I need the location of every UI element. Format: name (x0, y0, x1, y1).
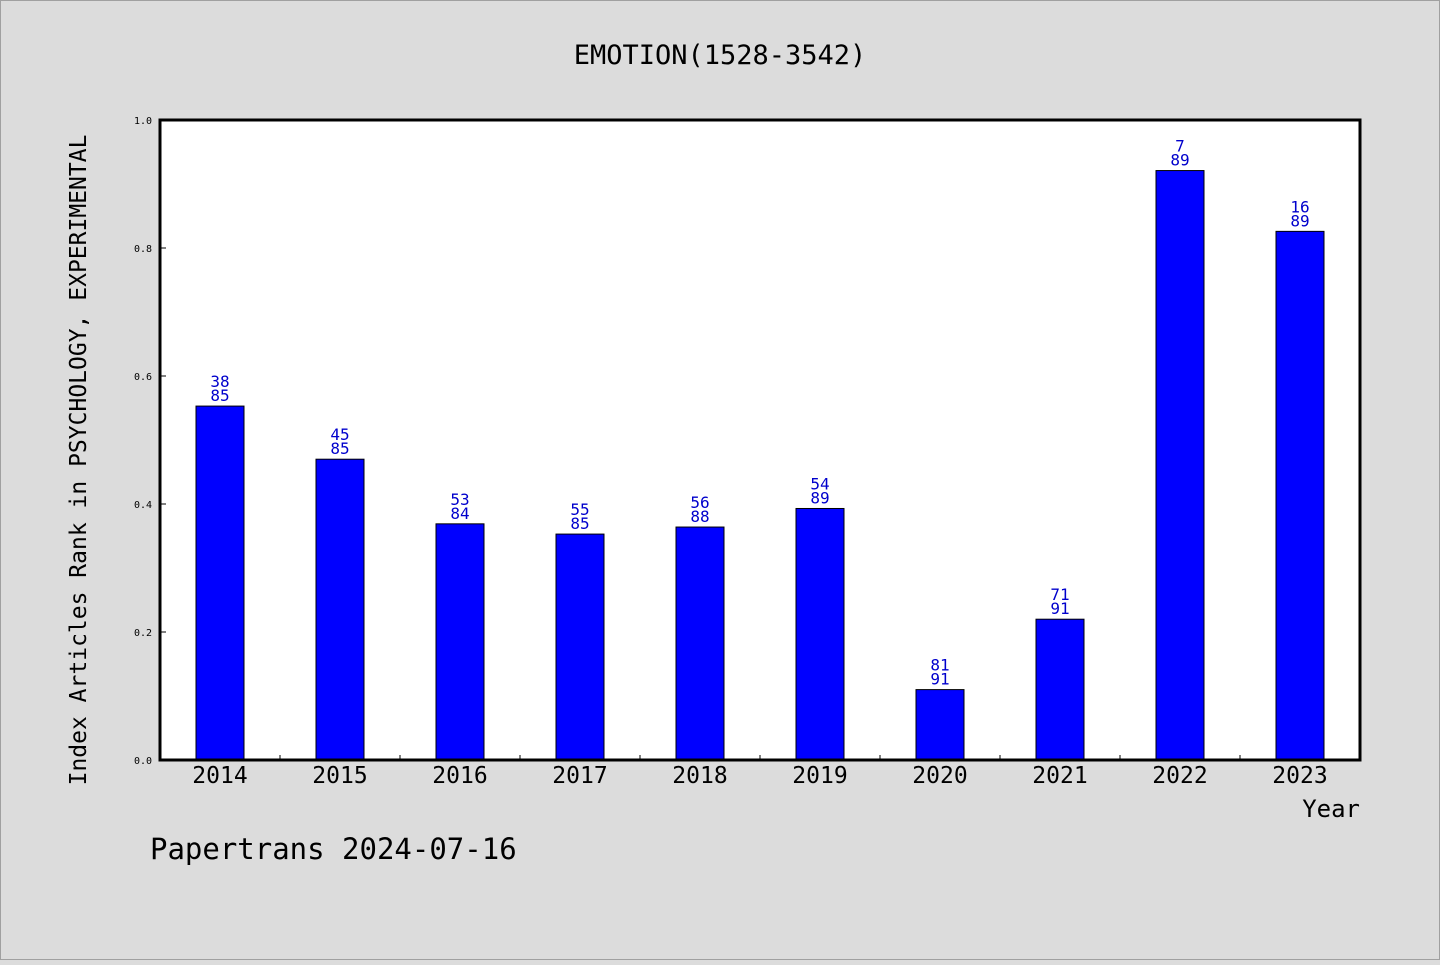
bar-2014 (195, 405, 245, 761)
bar-2023 (1275, 230, 1325, 761)
y-axis-label: Index Articles Rank in PSYCHOLOGY, EXPER… (66, 135, 92, 786)
plot-border (158, 118, 1362, 762)
x-tick-label-2014: 2014 (192, 763, 247, 789)
ticks-group: 2014 2015 2016 2017 2018 2019 2020 2021 2022 2023… (134, 116, 1328, 789)
y-tick-label-0.8: 0.8 (134, 244, 152, 255)
data-label-rank-2014: 38 (210, 372, 229, 391)
bar-2017 (555, 533, 605, 761)
x-tick-label-2018: 2018 (672, 763, 727, 789)
data-label-rank-2017: 55 (570, 500, 589, 519)
data-label-rank-2018: 56 (690, 493, 709, 512)
data-label-rank-2019: 54 (810, 474, 829, 493)
data-label-total-2019: 89 (810, 488, 829, 507)
bar-2022 (1155, 170, 1205, 761)
data-label-total-2017: 85 (570, 514, 589, 533)
data-label-total-2022: 89 (1170, 151, 1189, 170)
x-tick-label-2016: 2016 (432, 763, 487, 789)
data-label-rank-2016: 53 (450, 490, 469, 509)
x-axis-label: Year (1302, 795, 1360, 823)
x-tick-label-2023: 2023 (1272, 763, 1327, 789)
data-label-total-2014: 85 (210, 386, 229, 405)
y-tick-label-0.2: 0.2 (134, 628, 152, 639)
data-label-total-2020: 91 (930, 670, 949, 689)
x-tick-label-2022: 2022 (1152, 763, 1207, 789)
y-tick-label-0.6: 0.6 (134, 372, 152, 383)
data-label-total-2016: 84 (450, 504, 469, 523)
data-label-rank-2015: 45 (330, 425, 349, 444)
x-tick-label-2021: 2021 (1032, 763, 1087, 789)
y-tick-label-0.4: 0.4 (134, 500, 152, 511)
bar-2019 (795, 507, 845, 761)
data-label-rank-2023: 16 (1290, 197, 1309, 216)
footer-text: Papertrans 2024-07-16 (150, 832, 517, 866)
bar-2015 (315, 458, 365, 761)
y-tick-label-1.0: 1.0 (134, 116, 152, 127)
x-tick-label-2017: 2017 (552, 763, 607, 789)
chart-title: EMOTION(1528-3542) (574, 40, 867, 71)
bar-2018 (675, 526, 725, 761)
data-label-total-2018: 88 (690, 507, 709, 526)
data-label-total-2023: 89 (1290, 211, 1309, 230)
y-tick-label-0.0: 0.0 (134, 756, 152, 767)
data-label-rank-2021: 71 (1050, 585, 1069, 604)
data-label-rank-2022: 7 (1175, 137, 1185, 156)
bar-2016 (435, 523, 485, 761)
bar-2021 (1035, 618, 1085, 761)
x-tick-label-2020: 2020 (912, 763, 967, 789)
bar-2020 (915, 689, 965, 761)
data-label-total-2015: 85 (330, 439, 349, 458)
data-label-total-2021: 91 (1050, 599, 1069, 618)
x-tick-label-2015: 2015 (312, 763, 367, 789)
data-label-rank-2020: 81 (930, 656, 949, 675)
x-tick-label-2019: 2019 (792, 763, 847, 789)
